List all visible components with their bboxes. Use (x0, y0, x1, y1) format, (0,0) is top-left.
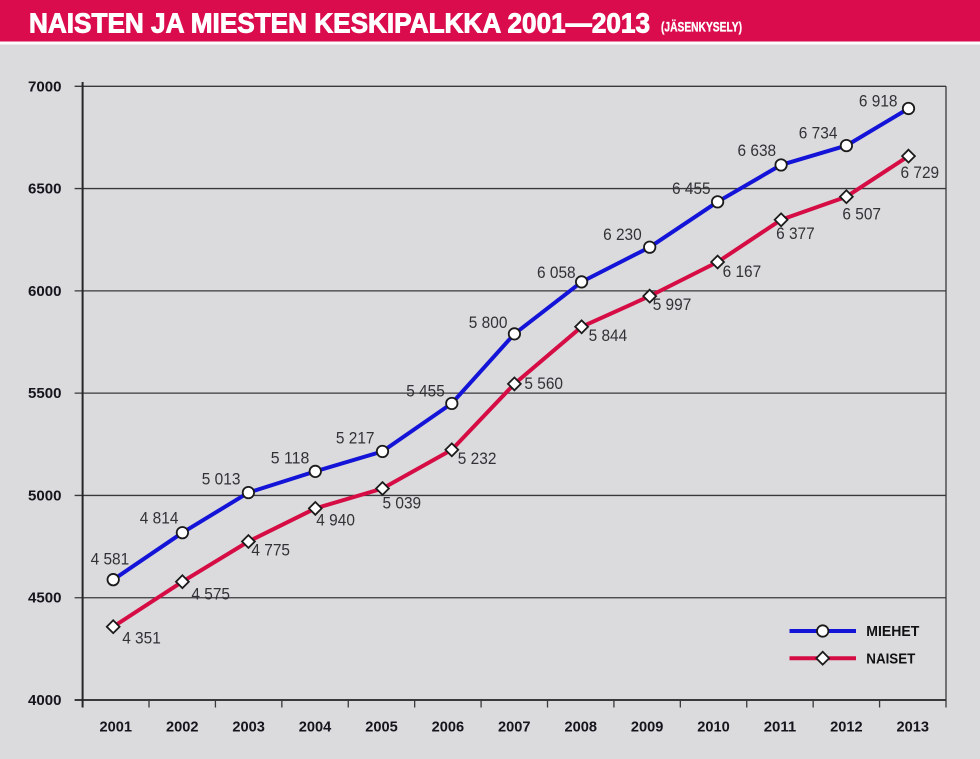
marker-circle-2005 (375, 444, 390, 459)
data-label-miehet-2013: 6 918 (859, 91, 898, 110)
data-label-miehet-2008: 6 058 (537, 263, 576, 282)
data-label-miehet-2006: 5 455 (406, 381, 445, 400)
y-tick-label: 6000 (28, 284, 62, 300)
marker-diamond-2001 (105, 619, 121, 635)
x-tick-label: 2012 (830, 720, 863, 736)
data-label-naiset-2010: 6 167 (723, 262, 762, 281)
x-tick-label: 2005 (365, 720, 398, 736)
data-label-miehet-2005: 5 217 (336, 428, 375, 447)
y-tick-label: 6500 (28, 182, 62, 198)
marker-diamond-2013 (900, 148, 917, 164)
plot-area: 7000 6500 6000 5500 5000 4500 4000 2001 2002 2003… (28, 79, 947, 736)
data-label-naiset-2009: 5 997 (653, 295, 692, 314)
data-label-naiset-2004: 4 940 (316, 510, 355, 529)
marker-diamond-2012 (838, 189, 855, 205)
data-label-miehet-2003: 5 013 (202, 470, 241, 489)
data-label-miehet-2009: 6 230 (603, 225, 642, 244)
x-tick-label: 2013 (897, 720, 930, 736)
x-tick-label: 2002 (166, 720, 199, 736)
data-label-miehet-2012: 6 734 (799, 124, 838, 143)
marker-diamond-2007 (506, 376, 523, 392)
legend-marker-circle (816, 624, 830, 638)
y-tick-label: 4000 (28, 693, 62, 709)
data-label-naiset-2008: 5 844 (589, 326, 628, 345)
marker-diamond-2006 (444, 442, 460, 458)
marker-diamond-2011 (773, 212, 789, 228)
x-tick-label: 2006 (432, 720, 465, 736)
data-label-miehet-2011: 6 638 (738, 141, 777, 160)
title-banner (0, 0, 980, 42)
data-label-miehet-2007: 5 800 (469, 313, 508, 332)
marker-diamond-2008 (573, 319, 590, 335)
data-label-miehet-2002: 4 814 (140, 509, 179, 528)
legend-label-naiset: NAISET (866, 650, 915, 667)
legend-label-miehet: MIEHET (866, 623, 919, 640)
marker-circle-2012 (839, 138, 854, 153)
y-tick-label: 5500 (28, 386, 62, 402)
marker-circle-2013 (901, 101, 916, 116)
x-tick-label: 2004 (299, 720, 332, 736)
data-label-naiset-2002: 4 575 (191, 585, 230, 604)
x-tick-label: 2010 (697, 720, 730, 736)
data-label-naiset-2007: 5 560 (524, 374, 563, 393)
data-label-naiset-2013: 6 729 (901, 163, 940, 182)
marker-circle-2001 (106, 573, 120, 587)
marker-diamond-2003 (240, 533, 257, 550)
data-label-naiset-2012: 6 507 (842, 205, 881, 224)
marker-circle-2002 (175, 526, 189, 540)
y-tick-label: 5000 (28, 488, 62, 504)
x-tick-label: 2001 (100, 720, 133, 736)
marker-diamond-2002 (174, 574, 191, 590)
chart-background (0, 44, 980, 759)
page-title: NAISTEN JA MIESTEN KESKIPALKKA 2001—2013 (29, 8, 650, 39)
marker-diamond-2009 (642, 288, 658, 304)
data-label-naiset-2011: 6 377 (776, 224, 815, 243)
marker-circle-2009 (643, 240, 657, 254)
data-label-naiset-2001: 4 351 (122, 629, 161, 648)
marker-circle-2003 (241, 485, 255, 500)
marker-diamond-2010 (709, 254, 726, 270)
marker-circle-2004 (308, 464, 322, 478)
x-tick-label: 2007 (498, 720, 531, 736)
data-label-naiset-2003: 4 775 (251, 541, 290, 560)
marker-circle-2007 (507, 327, 522, 341)
data-label-naiset-2005: 5 039 (383, 494, 422, 513)
y-tick-label: 4500 (28, 591, 62, 607)
x-tick-label: 2009 (631, 720, 664, 736)
x-tick-label: 2011 (764, 720, 797, 736)
data-label-miehet-2004: 5 118 (271, 448, 310, 467)
marker-diamond-2004 (307, 500, 323, 517)
marker-circle-2010 (710, 195, 725, 209)
data-label-miehet-2010: 6 455 (672, 179, 711, 198)
y-tick-label: 7000 (28, 79, 62, 95)
x-tick-label: 2008 (564, 720, 597, 736)
data-label-naiset-2006: 5 232 (458, 449, 497, 468)
marker-circle-2006 (445, 396, 459, 411)
marker-diamond-2005 (374, 480, 391, 497)
x-tick-label: 2003 (232, 720, 265, 736)
marker-circle-2008 (574, 275, 589, 289)
marker-circle-2011 (774, 158, 788, 172)
page-subtitle: (JÄSENKYSELY) (661, 20, 742, 35)
legend-marker-diamond (815, 650, 831, 666)
data-label-miehet-2001: 4 581 (91, 550, 130, 569)
